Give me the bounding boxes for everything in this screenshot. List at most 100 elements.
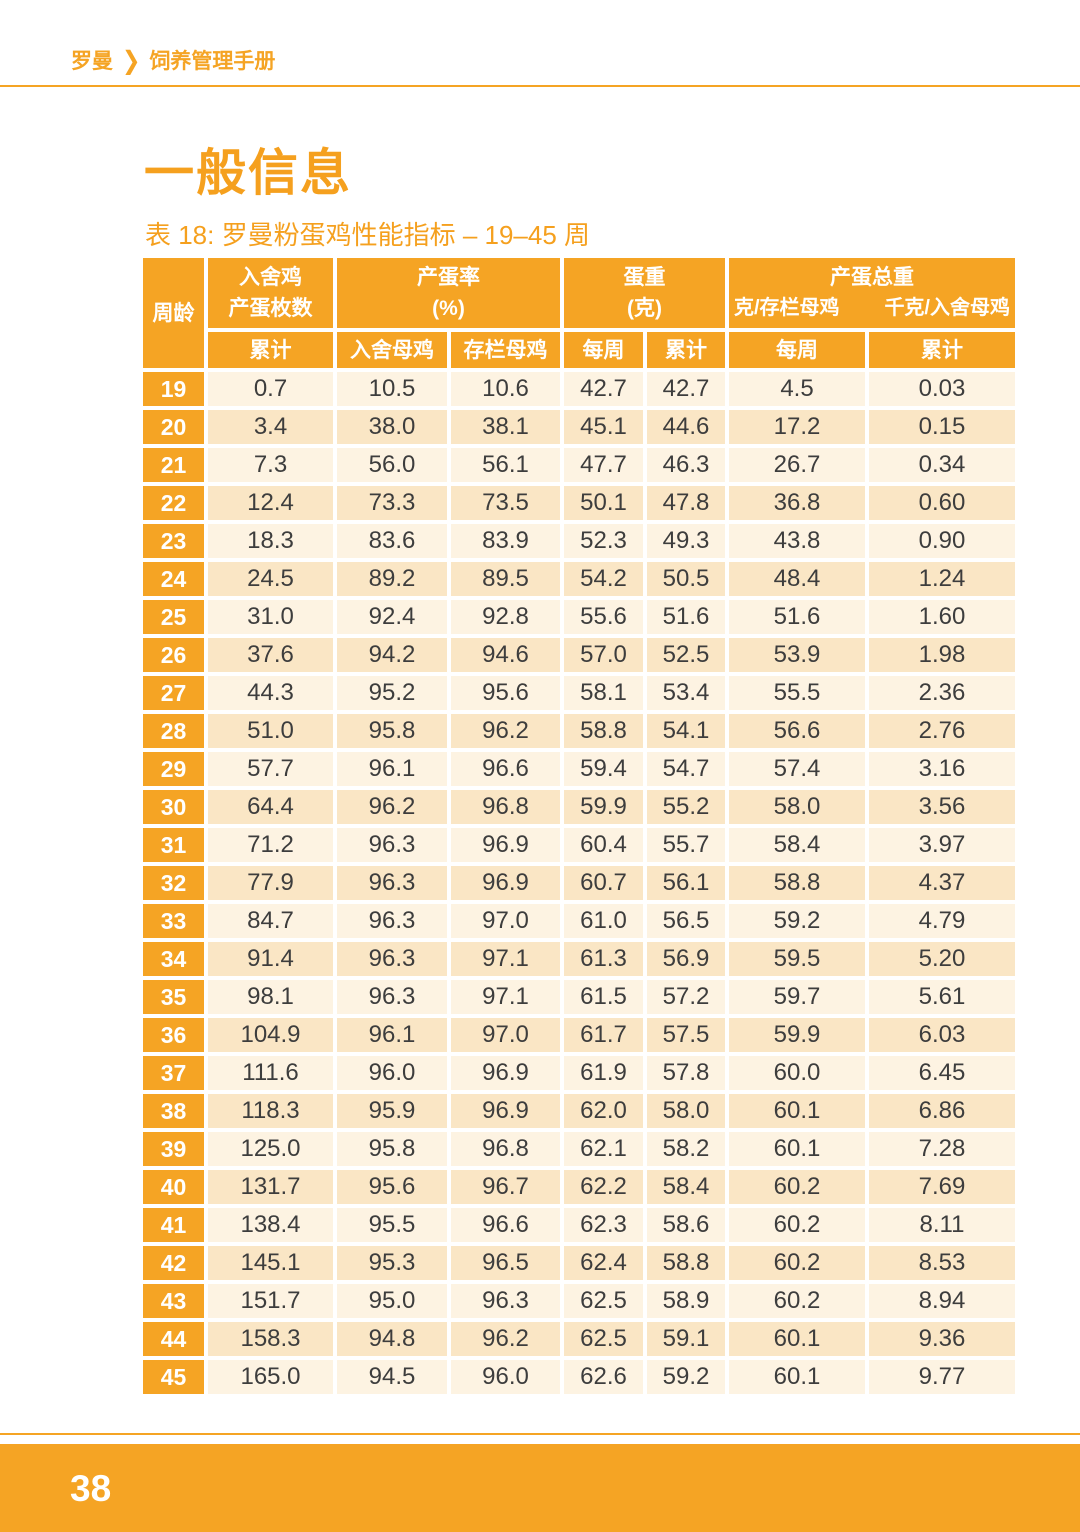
week-cell: 40 [143, 1170, 204, 1204]
data-cell: 97.0 [451, 904, 560, 938]
data-cell: 73.5 [451, 486, 560, 520]
week-cell: 32 [143, 866, 204, 900]
data-cell: 49.3 [647, 524, 725, 558]
table-row: 45 165.0 94.5 96.0 62.6 59.2 60.1 9.77 [143, 1360, 1015, 1394]
week-cell: 33 [143, 904, 204, 938]
data-cell: 44.3 [208, 676, 333, 710]
data-cell: 3.97 [869, 828, 1015, 862]
lay-rate-line2: (%) [432, 297, 465, 320]
data-cell: 0.03 [869, 372, 1015, 406]
data-cell: 6.86 [869, 1094, 1015, 1128]
data-cell: 42.7 [647, 372, 725, 406]
data-cell: 71.2 [208, 828, 333, 862]
data-cell: 60.1 [729, 1132, 865, 1166]
data-cell: 43.8 [729, 524, 865, 558]
data-cell: 58.1 [564, 676, 643, 710]
data-cell: 89.5 [451, 562, 560, 596]
data-cell: 57.7 [208, 752, 333, 786]
data-cell: 96.7 [451, 1170, 560, 1204]
data-cell: 60.2 [729, 1284, 865, 1318]
data-cell: 37.6 [208, 638, 333, 672]
week-cell: 41 [143, 1208, 204, 1242]
data-cell: 61.5 [564, 980, 643, 1014]
data-cell: 59.4 [564, 752, 643, 786]
data-cell: 58.0 [729, 790, 865, 824]
data-cell: 96.6 [451, 1208, 560, 1242]
data-cell: 46.3 [647, 448, 725, 482]
subcol-weekly-weight: 每周 [564, 332, 643, 368]
week-cell: 38 [143, 1094, 204, 1128]
performance-table: 周龄 入舍鸡 产蛋枚数 产蛋率 (%) 蛋重 (克) 产蛋总重 克/存栏母鸡 千… [139, 254, 1019, 1398]
data-cell: 7.69 [869, 1170, 1015, 1204]
subcol-weekly-mass: 每周 [729, 332, 865, 368]
data-cell: 59.9 [564, 790, 643, 824]
data-cell: 58.9 [647, 1284, 725, 1318]
subcol-henday-rate: 存栏母鸡 [451, 332, 560, 368]
manual-title: 饲养管理手册 [149, 49, 276, 73]
egg-mass-unit-henhoused: 千克/入舍母鸡 [884, 297, 1010, 319]
data-cell: 58.2 [647, 1132, 725, 1166]
data-cell: 96.5 [451, 1246, 560, 1280]
lay-rate-line1: 产蛋率 [417, 266, 480, 289]
data-cell: 59.2 [729, 904, 865, 938]
table-row: 44 158.3 94.8 96.2 62.5 59.1 60.1 9.36 [143, 1322, 1015, 1356]
data-cell: 97.1 [451, 980, 560, 1014]
data-cell: 96.8 [451, 790, 560, 824]
data-cell: 55.5 [729, 676, 865, 710]
data-cell: 6.45 [869, 1056, 1015, 1090]
data-cell: 38.0 [337, 410, 447, 444]
data-cell: 57.4 [729, 752, 865, 786]
data-cell: 60.2 [729, 1170, 865, 1204]
week-cell: 29 [143, 752, 204, 786]
data-cell: 96.3 [337, 942, 447, 976]
col-group-lay-rate: 产蛋率 (%) [337, 258, 560, 328]
data-cell: 7.28 [869, 1132, 1015, 1166]
data-cell: 145.1 [208, 1246, 333, 1280]
data-cell: 96.8 [451, 1132, 560, 1166]
data-cell: 0.60 [869, 486, 1015, 520]
data-cell: 61.0 [564, 904, 643, 938]
data-cell: 61.3 [564, 942, 643, 976]
data-cell: 2.76 [869, 714, 1015, 748]
data-cell: 55.6 [564, 600, 643, 634]
footer-bar: 38 [0, 1444, 1080, 1532]
data-cell: 54.1 [647, 714, 725, 748]
data-cell: 96.9 [451, 1056, 560, 1090]
data-cell: 94.2 [337, 638, 447, 672]
data-cell: 57.2 [647, 980, 725, 1014]
data-cell: 2.36 [869, 676, 1015, 710]
data-cell: 59.1 [647, 1322, 725, 1356]
table-body: 19 0.7 10.5 10.6 42.7 42.7 4.5 0.03 20 3.4 38.0 38.… [143, 372, 1015, 1394]
col-header-week: 周龄 [143, 258, 204, 368]
data-cell: 42.7 [564, 372, 643, 406]
table-row: 42 145.1 95.3 96.5 62.4 58.8 60.2 8.53 [143, 1246, 1015, 1280]
data-cell: 118.3 [208, 1094, 333, 1128]
data-cell: 62.5 [564, 1284, 643, 1318]
week-cell: 20 [143, 410, 204, 444]
data-cell: 24.5 [208, 562, 333, 596]
data-cell: 96.9 [451, 866, 560, 900]
data-cell: 58.0 [647, 1094, 725, 1128]
data-cell: 95.6 [451, 676, 560, 710]
table-row: 31 71.2 96.3 96.9 60.4 55.7 58.4 3.97 [143, 828, 1015, 862]
data-cell: 62.2 [564, 1170, 643, 1204]
data-cell: 56.1 [647, 866, 725, 900]
data-cell: 95.0 [337, 1284, 447, 1318]
table-caption: 表 18: 罗曼粉蛋鸡性能指标 – 19–45 周 [145, 220, 591, 250]
data-cell: 18.3 [208, 524, 333, 558]
data-cell: 0.15 [869, 410, 1015, 444]
table-row: 33 84.7 96.3 97.0 61.0 56.5 59.2 4.79 [143, 904, 1015, 938]
page-number: 38 [70, 1467, 112, 1509]
data-cell: 3.16 [869, 752, 1015, 786]
data-cell: 62.5 [564, 1322, 643, 1356]
data-cell: 55.2 [647, 790, 725, 824]
data-cell: 0.7 [208, 372, 333, 406]
data-cell: 62.6 [564, 1360, 643, 1394]
data-cell: 98.1 [208, 980, 333, 1014]
data-cell: 158.3 [208, 1322, 333, 1356]
week-cell: 27 [143, 676, 204, 710]
data-cell: 26.7 [729, 448, 865, 482]
table-row: 40 131.7 95.6 96.7 62.2 58.4 60.2 7.69 [143, 1170, 1015, 1204]
data-cell: 44.6 [647, 410, 725, 444]
data-cell: 96.2 [451, 714, 560, 748]
